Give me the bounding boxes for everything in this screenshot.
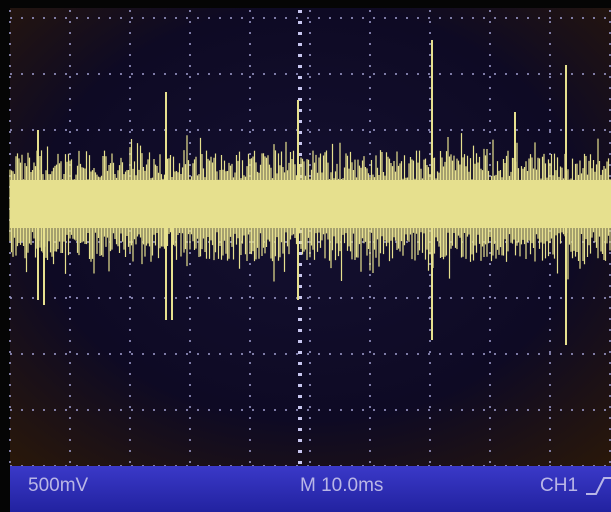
vertical-scale: 500mV (28, 475, 89, 496)
oscilloscope-photo: 500mV M 10.0ms CH1 (0, 0, 611, 512)
timebase: M 10.0ms (300, 475, 383, 496)
channel: CH1 (540, 475, 578, 496)
